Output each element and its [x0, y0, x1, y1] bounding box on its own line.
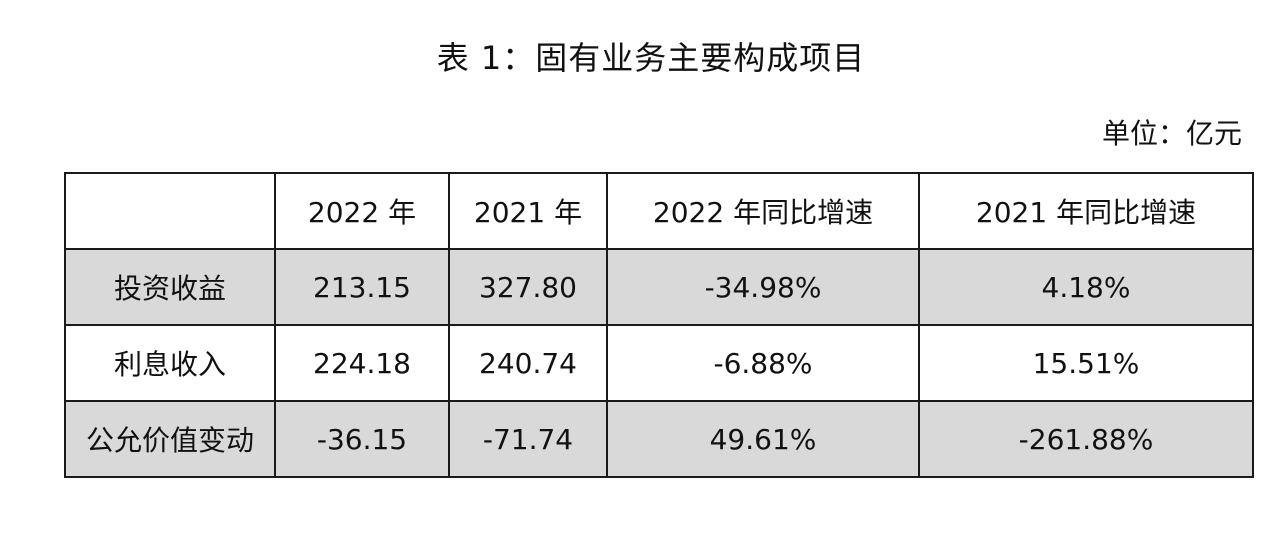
business-composition-table: 2022 年 2021 年 2022 年同比增速 2021 年同比增速 投资收益… — [64, 172, 1254, 478]
table-row: 公允价值变动 -36.15 -71.74 49.61% -261.88% — [64, 400, 1254, 478]
header-cell-2022: 2022 年 — [274, 172, 450, 250]
table-cell: -36.15 — [274, 400, 450, 478]
table-cell: -6.88% — [606, 324, 920, 402]
row-label-investment-income: 投资收益 — [64, 248, 276, 326]
table-cell: 224.18 — [274, 324, 450, 402]
table-cell: -71.74 — [448, 400, 608, 478]
table-title: 表 1：固有业务主要构成项目 — [436, 39, 866, 77]
header-cell-2021: 2021 年 — [448, 172, 608, 250]
header-cell-2022-growth: 2022 年同比增速 — [606, 172, 920, 250]
table-cell: 327.80 — [448, 248, 608, 326]
table-row: 投资收益 213.15 327.80 -34.98% 4.18% — [64, 248, 1254, 326]
row-label-fair-value-change: 公允价值变动 — [64, 400, 276, 478]
table-cell: -261.88% — [918, 400, 1254, 478]
unit-label: 单位：亿元 — [1101, 117, 1242, 150]
table-row: 利息收入 224.18 240.74 -6.88% 15.51% — [64, 324, 1254, 402]
header-cell-empty — [64, 172, 276, 250]
table-cell: -34.98% — [606, 248, 920, 326]
table-cell: 4.18% — [918, 248, 1254, 326]
table-cell: 15.51% — [918, 324, 1254, 402]
row-label-interest-income: 利息收入 — [64, 324, 276, 402]
table-cell: 49.61% — [606, 400, 920, 478]
header-cell-2021-growth: 2021 年同比增速 — [918, 172, 1254, 250]
header-row: 2022 年 2021 年 2022 年同比增速 2021 年同比增速 — [64, 172, 1254, 250]
table-cell: 240.74 — [448, 324, 608, 402]
table-cell: 213.15 — [274, 248, 450, 326]
